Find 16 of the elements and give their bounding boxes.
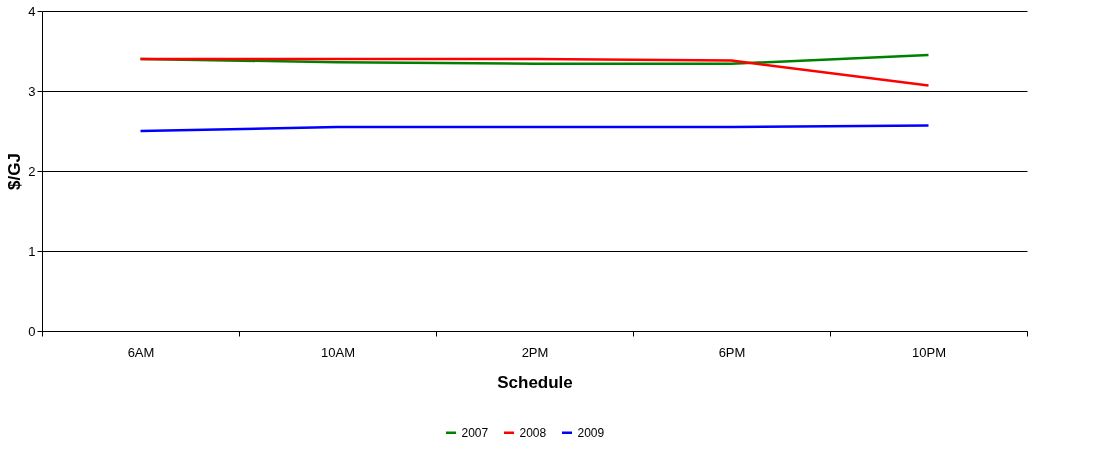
x-tick-label: 6PM [718,344,746,360]
x-tick-label: 2PM [521,344,549,360]
legend-label: 2009 [577,425,605,440]
line-series [139,53,930,66]
y-tick-label: 4 [28,3,36,19]
y-axis-title: $/GJ [5,153,25,190]
y-tick-label: 1 [28,243,36,259]
y-tick-label: 0 [28,323,36,339]
y-tick-label: 3 [28,83,36,99]
x-axis-title: Schedule [497,372,573,392]
x-tick-label: 10PM [912,344,946,360]
legend-label: 2007 [461,425,489,440]
x-tick-label: 10AM [321,344,355,360]
y-tick-label: 2 [28,163,36,179]
legend-label: 2008 [519,425,547,440]
x-tick-label: 6AM [127,344,155,360]
